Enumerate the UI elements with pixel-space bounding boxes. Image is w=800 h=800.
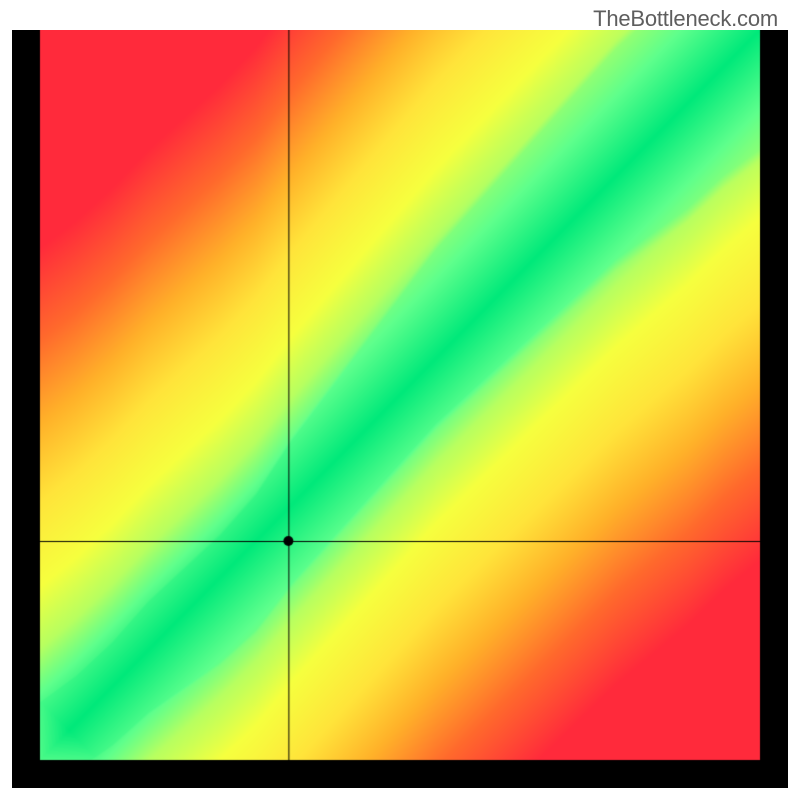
bottleneck-heatmap (12, 30, 788, 788)
watermark-text: TheBottleneck.com (593, 6, 778, 32)
heatmap-canvas (12, 30, 788, 788)
